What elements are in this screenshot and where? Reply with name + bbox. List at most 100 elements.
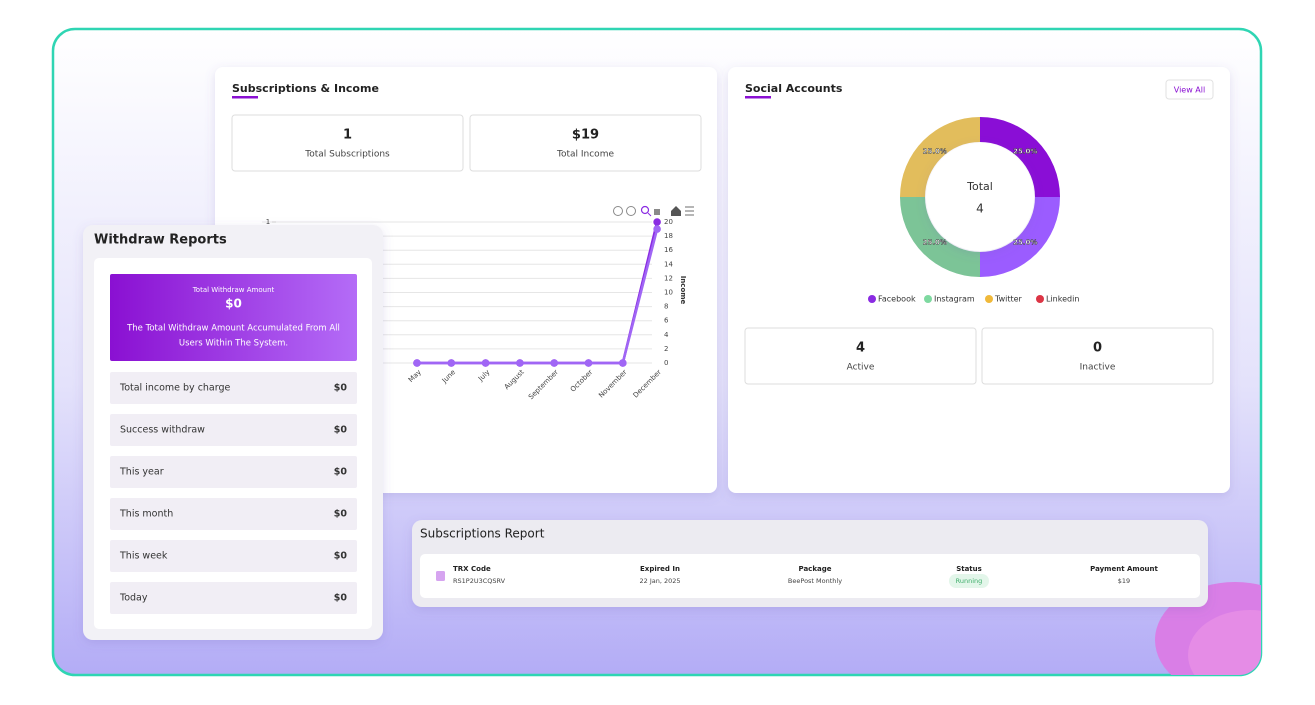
highlight-description: Users Within The System. — [179, 339, 288, 349]
slice-label: 25.0% — [923, 148, 947, 156]
y2-tick-label: 14 — [664, 260, 673, 268]
stat-box — [981, 327, 1214, 385]
highlight-amount: $0 — [225, 297, 242, 311]
stat-label: Active — [847, 363, 875, 373]
highlight-box — [110, 274, 357, 361]
donut-hole — [926, 143, 1034, 251]
report-row — [110, 414, 357, 446]
card-title: Withdraw Reports — [94, 233, 227, 248]
legend-marker — [868, 295, 876, 303]
center-label: Total — [966, 180, 993, 193]
y2-tick-label: 2 — [664, 345, 668, 353]
legend-marker — [1036, 295, 1044, 303]
column-header: Expired In — [640, 565, 680, 573]
report-row — [110, 540, 357, 572]
y2-tick-label: 18 — [664, 232, 673, 240]
row-label: This year — [119, 467, 164, 478]
highlight-label: Total Withdraw Amount — [192, 286, 275, 294]
y2-tick-label: 8 — [664, 303, 668, 311]
row-value: $0 — [334, 509, 348, 520]
donut-slice — [980, 117, 1060, 197]
donut-slice — [900, 117, 980, 197]
stat-value: 1 — [343, 128, 352, 143]
cell: 22 Jan, 2025 — [639, 577, 680, 585]
row-value: $0 — [334, 425, 348, 436]
status-pill — [949, 574, 989, 588]
view-all-label[interactable]: View All — [1174, 86, 1205, 95]
data-point — [413, 359, 421, 367]
stat-label: Inactive — [1080, 363, 1116, 373]
blob — [1188, 610, 1261, 675]
legend-label: Twitter — [994, 295, 1023, 304]
row-value: $0 — [334, 593, 348, 604]
cell: Running — [956, 577, 983, 585]
row-value: $0 — [334, 467, 348, 478]
donut-slice — [900, 197, 980, 277]
line-series — [417, 228, 659, 365]
stat-box — [469, 114, 702, 172]
report-row — [110, 456, 357, 488]
trx-icon — [436, 571, 445, 581]
y2-tick-label: 4 — [664, 331, 669, 339]
data-point — [516, 359, 524, 367]
y2-tick-label: 10 — [664, 289, 673, 297]
legend-label: Facebook — [878, 295, 916, 304]
column-header: Package — [799, 565, 832, 573]
row-value: $0 — [334, 551, 348, 562]
slice-label: 25.0% — [923, 238, 947, 246]
legend-label: Linkedin — [1046, 295, 1079, 304]
data-point — [447, 359, 456, 367]
row-value: $0 — [334, 383, 348, 394]
data-point — [653, 225, 661, 233]
withdraw-reports-card: Withdraw Reports Total Withdraw Amount $0… — [83, 225, 383, 640]
legend-label: Instagram — [934, 295, 975, 304]
y2-tick-label: 20 — [664, 218, 673, 226]
cell: $19 — [1118, 577, 1130, 585]
y2-tick-label: 12 — [664, 274, 673, 282]
data-point — [619, 359, 627, 367]
data-point — [584, 359, 593, 367]
column-header: TRX Code — [453, 565, 491, 573]
stat-label: Total Subscriptions — [304, 150, 390, 160]
report-row — [110, 582, 357, 614]
data-point — [653, 218, 661, 226]
stat-label: Total Income — [556, 150, 614, 160]
social-accounts-card: Social Accounts View All 4 Active 0 Inactiv… — [728, 67, 1230, 493]
row-label: This week — [119, 551, 168, 562]
data-point — [550, 359, 558, 367]
card-title: Social Accounts — [745, 82, 843, 95]
slice-label: 25.0% — [1013, 148, 1037, 156]
view-all-button[interactable] — [1165, 79, 1214, 100]
subscriptions-report-card: Subscriptions Report TRX Code Expired In P… — [412, 520, 1208, 607]
y2-tick-label: 6 — [664, 317, 669, 325]
stat-value: 4 — [856, 341, 865, 356]
report-row — [110, 498, 357, 530]
data-point — [481, 359, 490, 367]
donut-slice — [980, 197, 1060, 277]
stat-box — [231, 114, 464, 172]
cell: BeePost Monthly — [788, 577, 842, 585]
legend-marker — [985, 295, 993, 303]
stat-value: 0 — [1093, 341, 1102, 356]
legend-marker — [924, 295, 932, 303]
row-label: This month — [119, 509, 173, 520]
card-title: Subscriptions & Income — [232, 82, 379, 95]
stat-box — [744, 327, 977, 385]
cell: RS1P2U3CQSRV — [453, 577, 506, 585]
stat-value: $19 — [572, 128, 599, 143]
y-tick-label: 1 — [266, 218, 270, 226]
row-label: Total income by charge — [119, 383, 231, 394]
chart-toolbar[interactable] — [613, 205, 695, 217]
center-value: 4 — [976, 202, 984, 216]
y2-tick-label: 0 — [664, 359, 668, 367]
card-title: Subscriptions Report — [420, 527, 545, 541]
row-label: Success withdraw — [120, 425, 205, 436]
y2-tick-label: 16 — [664, 246, 673, 254]
y2-axis-label: Income — [679, 276, 687, 305]
slice-label: 25.0% — [1013, 238, 1037, 246]
column-header: Status — [956, 565, 982, 573]
row-label: Today — [119, 593, 148, 604]
highlight-description: The Total Withdraw Amount Accumulated Fr… — [126, 324, 340, 334]
report-row — [110, 372, 357, 404]
